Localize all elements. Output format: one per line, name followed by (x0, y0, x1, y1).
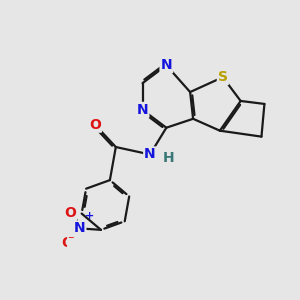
Text: N: N (160, 58, 172, 72)
Text: N: N (137, 103, 148, 117)
Text: N: N (144, 148, 156, 161)
Text: O: O (64, 206, 76, 220)
Text: N: N (74, 221, 85, 236)
Text: ⁻: ⁻ (67, 234, 74, 247)
Text: S: S (218, 70, 228, 84)
Text: +: + (85, 212, 94, 221)
Text: O: O (61, 236, 73, 250)
Text: H: H (163, 151, 174, 165)
Text: O: O (89, 118, 101, 132)
